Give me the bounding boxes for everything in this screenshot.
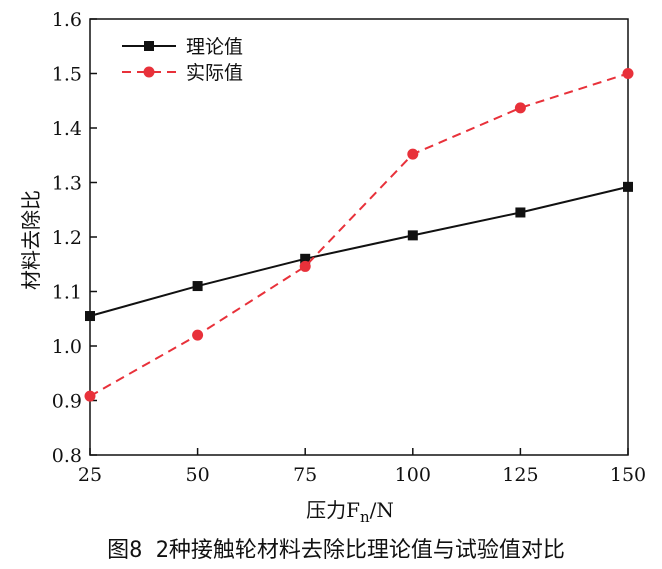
y-tick-label: 1.0 (52, 336, 82, 358)
data-point-circle (192, 329, 204, 341)
data-point-circle (622, 68, 634, 79)
data-point-square (192, 281, 203, 292)
x-tick-label: 50 (186, 464, 210, 486)
x-axis: 25 50 75 100 125 150 (78, 448, 646, 486)
data-point-square (300, 253, 311, 264)
y-axis: 0.8 0.9 1.0 1.1 1.2 1.3 1.4 1.5 1.6 (52, 9, 97, 467)
y-tick-label: 1.2 (52, 227, 82, 249)
y-tick-label: 1.1 (52, 282, 82, 304)
data-point-circle (514, 102, 526, 114)
x-tick-label: 125 (502, 464, 538, 486)
x-axis-title-main: 压力F (306, 498, 360, 522)
y-tick-label: 0.8 (52, 445, 82, 467)
x-tick-label: 150 (610, 464, 646, 486)
data-point-circle (299, 260, 311, 272)
plot-border (89, 18, 629, 456)
x-tick-label: 100 (395, 464, 431, 486)
data-point-circle (84, 390, 96, 402)
y-tick-label: 1.4 (52, 118, 82, 140)
legend-label-1: 理论值 (186, 36, 243, 58)
y-tick-label: 0.9 (52, 391, 82, 413)
x-axis-title-unit: /N (370, 498, 394, 522)
series-layer (84, 68, 634, 402)
y-axis-title: 材料去除比 (19, 190, 43, 290)
y-tick-label: 1.3 (52, 173, 82, 195)
data-point-square (515, 207, 526, 218)
figure-caption: 图8 2种接触轮材料去除比理论值与试验值对比 (107, 538, 565, 563)
legend-marker-square (144, 41, 154, 51)
plot-frame (89, 18, 629, 456)
y-tick-label: 1.6 (52, 9, 82, 31)
series-line-1 (89, 185, 629, 317)
x-axis-title: 压力Fn/N (306, 498, 394, 526)
legend-marker-circle (143, 66, 155, 78)
data-point-circle (407, 148, 419, 160)
y-tick-label: 1.5 (52, 64, 82, 86)
x-tick-label: 25 (78, 464, 102, 486)
legend-label-2: 实际值 (186, 62, 243, 84)
series-line-2 (89, 72, 629, 398)
data-point-square (85, 311, 95, 322)
x-tick-label: 75 (293, 464, 317, 486)
x-axis-title-subscript: n (360, 508, 370, 526)
data-point-square (623, 181, 633, 192)
data-point-square (407, 230, 418, 241)
